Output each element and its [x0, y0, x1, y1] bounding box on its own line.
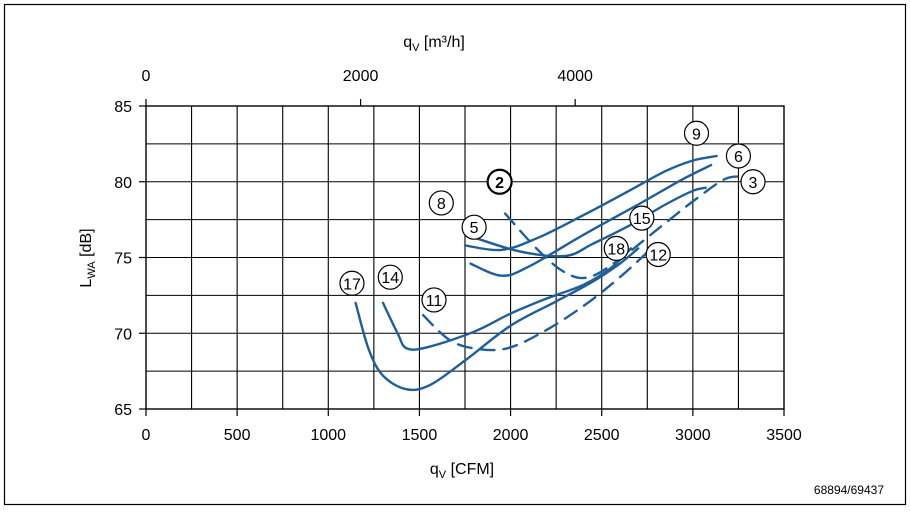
annotation-label-3: 3	[749, 175, 758, 192]
top-tick-label: 2000	[343, 68, 379, 85]
series-line-15	[469, 186, 707, 258]
y-tick-label: 70	[114, 326, 132, 343]
y-tick-label: 85	[114, 99, 132, 116]
annotation-circle-15	[629, 205, 655, 231]
x-tick-label: 1500	[402, 427, 438, 444]
annotation-circle-18	[603, 235, 629, 262]
annotation-circle-3	[740, 169, 766, 195]
annotation-circle-11	[421, 287, 447, 313]
annotations: 9 63 2 8 5 15 18 12 14 17 11	[339, 120, 766, 313]
annotation-label-18: 18	[607, 241, 625, 258]
top-axis-label: qV [m³/h]	[403, 34, 465, 54]
y-axis-label: LWA [dB]	[78, 228, 98, 287]
y-tick-label: 65	[114, 402, 132, 419]
x-tick-label: 3500	[766, 427, 802, 444]
annotation-label-14: 14	[381, 270, 399, 287]
x-tick-label: 2500	[584, 427, 620, 444]
annotation-circle-14	[377, 264, 403, 290]
annotation-label-12: 12	[649, 247, 667, 264]
series-line-17	[354, 247, 640, 392]
x-tick-label: 500	[224, 427, 251, 444]
annotation-label-17: 17	[343, 276, 361, 293]
y-tick-label: 80	[114, 175, 132, 192]
annotation-circle-12	[645, 241, 671, 268]
annotation-label-5: 5	[470, 220, 479, 237]
annotation-circle-8	[428, 190, 454, 216]
footnote: 68894/69437	[814, 483, 884, 497]
annotation-label-9: 9	[692, 126, 701, 143]
annotation-circle-6	[725, 143, 752, 169]
series-line-6	[469, 163, 713, 277]
annotation-label-2: 2	[495, 175, 504, 192]
top-tick-label: 0	[142, 68, 151, 85]
grid	[146, 106, 784, 409]
x-tick-label: 3000	[675, 427, 711, 444]
series-line-9	[463, 154, 718, 252]
series-line-14	[381, 247, 633, 351]
series-lines	[354, 154, 749, 392]
annotation-circle-17	[339, 270, 365, 296]
annotation-label-15: 15	[633, 211, 651, 228]
x-tick-label: 2000	[493, 427, 529, 444]
annotation-label-8: 8	[437, 196, 446, 213]
outer-border	[3, 3, 907, 506]
x-axis-label: qV [CFM]	[430, 461, 494, 481]
annotation-label-6: 6	[734, 149, 743, 166]
x-tick-label: 1000	[310, 427, 346, 444]
annotation-label-11: 11	[426, 293, 443, 310]
annotation-circle-5	[461, 214, 487, 240]
annotation-circle-9	[683, 120, 710, 146]
top-tick-label: 4000	[557, 68, 593, 85]
y-tick-label: 75	[114, 251, 132, 268]
x-tick-label: 0	[142, 427, 151, 444]
annotation-circle-2	[486, 168, 513, 195]
